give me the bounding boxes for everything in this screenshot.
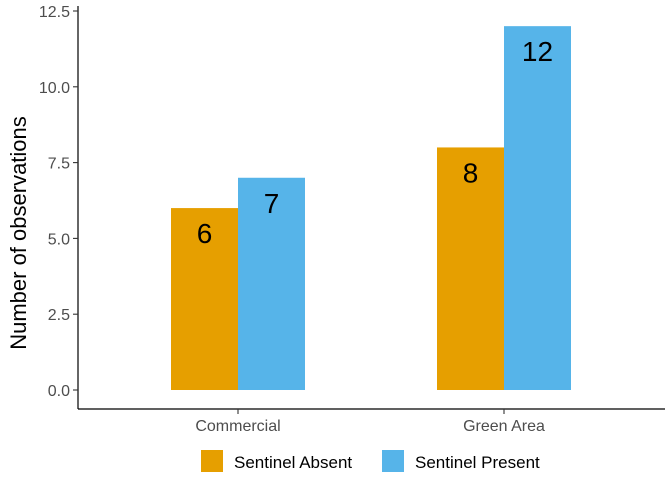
y-tick-label: 2.5 — [48, 307, 70, 324]
x-tick-label: Green Area — [463, 418, 545, 435]
y-tick-label: 0.0 — [48, 383, 70, 400]
legend-swatch — [382, 450, 404, 472]
bar-labels-layer: 6 7 8 12 — [197, 36, 553, 249]
bar-value-label: 7 — [264, 188, 280, 219]
bar-green-area-sentinel-present — [504, 26, 571, 390]
bar-value-label: 12 — [522, 36, 553, 67]
legend-item-sentinel-absent: Sentinel Absent — [201, 450, 352, 472]
y-tick-label: 12.5 — [39, 4, 70, 21]
legend: Sentinel Absent Sentinel Present — [201, 450, 540, 472]
y-axis-title: Number of observations — [6, 116, 31, 350]
y-tick-label: 7.5 — [48, 156, 70, 173]
legend-swatch — [201, 450, 223, 472]
bar-value-label: 6 — [197, 218, 213, 249]
legend-label: Sentinel Present — [415, 453, 540, 472]
legend-item-sentinel-present: Sentinel Present — [382, 450, 540, 472]
x-tick-label: Commercial — [195, 418, 280, 435]
legend-label: Sentinel Absent — [234, 453, 352, 472]
y-tick-label: 5.0 — [48, 231, 70, 248]
y-tick-label: 10.0 — [39, 80, 70, 97]
bar-value-label: 8 — [463, 157, 479, 188]
bar-commercial-sentinel-absent — [171, 208, 238, 390]
bars-layer — [171, 26, 571, 390]
x-axis-ticks: Commercial Green Area — [195, 409, 545, 435]
bar-commercial-sentinel-present — [238, 177, 305, 390]
bar-green-area-sentinel-absent — [437, 147, 504, 390]
y-axis-ticks: 0.0 2.5 5.0 7.5 10.0 12.5 — [39, 4, 78, 400]
